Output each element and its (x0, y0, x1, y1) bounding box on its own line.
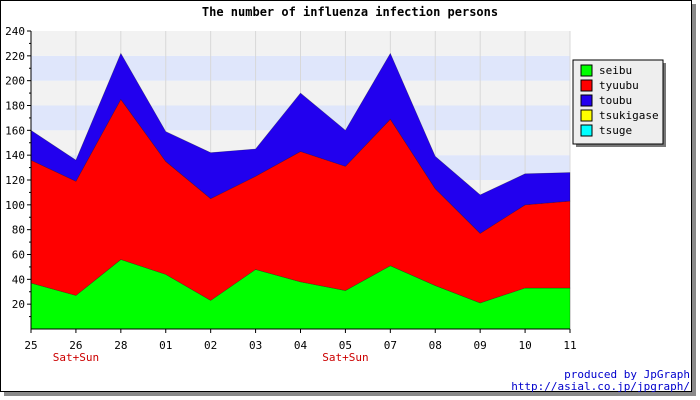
y-tick-label: 220 (5, 50, 25, 63)
x-tick-label: 08 (429, 339, 442, 352)
x-tick-label: 09 (474, 339, 487, 352)
y-tick-label: 140 (5, 149, 25, 162)
credit-line-1: produced by JpGraph (564, 368, 690, 381)
legend-swatch-tsukigase (580, 109, 593, 122)
legend-swatch-tyuubu (580, 79, 593, 92)
x-tick-label: 11 (563, 339, 576, 352)
x-tick-label: 03 (249, 339, 262, 352)
weekend-label: Sat+Sun (53, 351, 99, 364)
y-tick-label: 120 (5, 174, 25, 187)
legend: seibu tyuubu toubu tsukigase tsuge (572, 59, 666, 147)
x-tick-label: 26 (69, 339, 82, 352)
legend-swatch-seibu (580, 64, 593, 77)
x-tick-label: 25 (24, 339, 37, 352)
legend-label-tsukigase: tsukigase (599, 109, 659, 122)
y-tick-label: 40 (12, 273, 25, 286)
y-tick-label: 100 (5, 199, 25, 212)
credit-line-2: http://asial.co.jp/jpgraph/ (511, 380, 690, 393)
legend-label-toubu: toubu (599, 94, 632, 107)
legend-label-seibu: seibu (599, 64, 632, 77)
y-tick-label: 200 (5, 75, 25, 88)
legend-label-tsuge: tsuge (599, 124, 632, 137)
y-tick-label: 80 (12, 224, 25, 237)
x-tick-label: 28 (114, 339, 127, 352)
chart-title: The number of influenza infection person… (202, 5, 498, 19)
legend-swatch-toubu (580, 94, 593, 107)
y-tick-label: 240 (5, 25, 25, 38)
x-tick-label: 04 (294, 339, 308, 352)
weekend-label: Sat+Sun (322, 351, 368, 364)
x-tick-label: 05 (339, 339, 352, 352)
y-tick-label: 160 (5, 124, 25, 137)
legend-label-tyuubu: tyuubu (599, 79, 639, 92)
y-tick-label: 60 (12, 249, 25, 262)
x-tick-label: 07 (384, 339, 397, 352)
x-tick-label: 10 (518, 339, 531, 352)
area-toubu (30, 52, 571, 234)
x-tick-label: 02 (204, 339, 217, 352)
stacked-areas (30, 52, 571, 330)
x-tick-label: 01 (159, 339, 172, 352)
y-tick-label: 180 (5, 100, 25, 113)
legend-swatch-tsuge (580, 124, 593, 137)
y-tick-label: 20 (12, 298, 25, 311)
area-tyuubu (30, 98, 571, 304)
axes: 20 40 60 80 100 120 140 160 180 200 220 240 25 26 28 01… (5, 25, 577, 364)
